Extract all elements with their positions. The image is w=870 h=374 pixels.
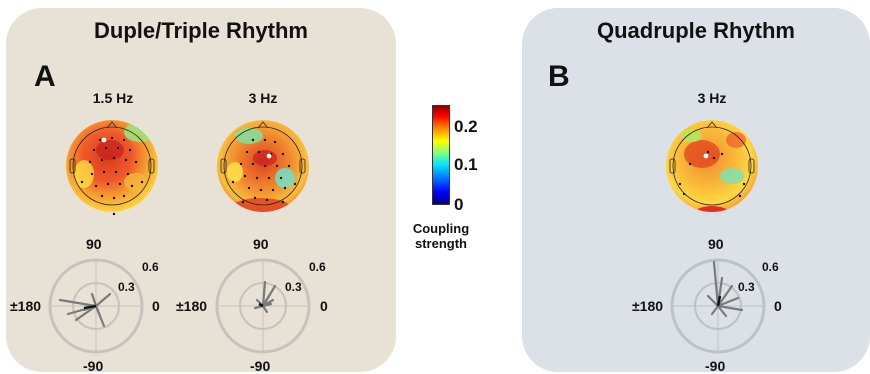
- polar-b-angle-90: 90: [708, 236, 724, 252]
- panel-a-title: Duple/Triple Rhythm: [94, 18, 308, 43]
- freq-label-a1: 1.5 Hz: [92, 90, 134, 106]
- topomap-a-3hz: [217, 120, 309, 212]
- polar-a1-angle-0: 0: [152, 298, 160, 314]
- polar-a1-angle-90: 90: [86, 236, 102, 252]
- polar-a2-ring-0.3: 0.3: [285, 280, 302, 294]
- polar-plot-a-3hz: [215, 258, 311, 354]
- polar-a2-angle-90: 90: [253, 236, 269, 252]
- polar-plot-b-3hz: [670, 258, 766, 354]
- polar-a2-angle-180: ±180: [176, 298, 208, 314]
- topomap-a-1.5hz: [66, 120, 158, 216]
- colorbar-tick-0.2: 0.2: [454, 117, 478, 136]
- colorbar-gradient: [432, 105, 450, 205]
- polar-plot-a-1.5hz: [48, 258, 144, 354]
- polar-a1-ring-0.6: 0.6: [142, 260, 159, 274]
- polar-b-ring-0.6: 0.6: [762, 260, 779, 274]
- panel-quadruple: Quadruple Rhythm B 3 Hz: [522, 8, 870, 374]
- polar-a2-angle-neg90: -90: [250, 358, 271, 374]
- panel-b-letter: B: [548, 60, 570, 93]
- polar-a2-angle-0: 0: [320, 298, 328, 314]
- panel-b-title: Quadruple Rhythm: [596, 18, 795, 43]
- polar-a1-angle-180: ±180: [10, 298, 42, 314]
- polar-b-angle-180: ±180: [632, 298, 664, 314]
- freq-label-a2: 3 Hz: [248, 90, 278, 106]
- panel-duple-triple: Duple/Triple Rhythm A 1.5 Hz 3 Hz: [6, 8, 396, 374]
- polar-b-angle-0: 0: [774, 298, 782, 314]
- colorbar-title-line2: strength: [415, 236, 467, 251]
- colorbar-tick-0: 0: [454, 195, 464, 214]
- colorbar-title: Coupling strength: [410, 221, 472, 251]
- colorbar-title-line1: Coupling: [412, 221, 470, 236]
- polar-a2-ring-0.6: 0.6: [309, 260, 326, 274]
- polar-b-ring-0.3: 0.3: [738, 280, 755, 294]
- polar-a1-ring-0.3: 0.3: [118, 280, 135, 294]
- panel-a-letter: A: [34, 60, 56, 93]
- colorbar: 0.2 0.1 0 Coupling strength: [410, 105, 520, 265]
- freq-label-b1: 3 Hz: [697, 90, 727, 106]
- topomap-b-3hz: [666, 120, 758, 212]
- colorbar-tick-0.1: 0.1: [454, 155, 478, 174]
- polar-b-angle-neg90: -90: [705, 358, 726, 374]
- polar-a1-angle-neg90: -90: [83, 358, 104, 374]
